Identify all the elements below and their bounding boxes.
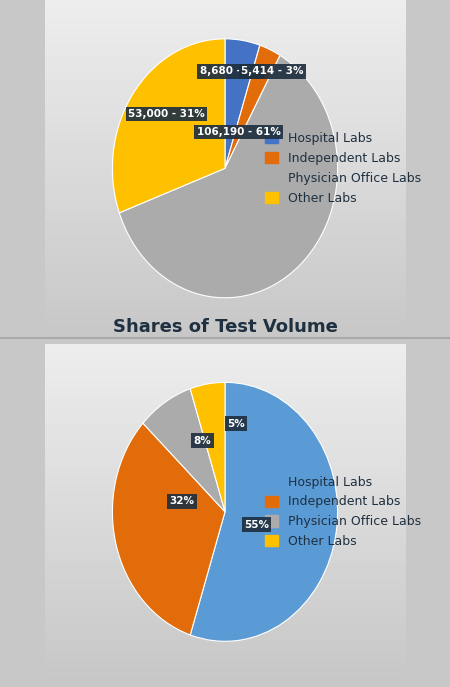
Text: 8%: 8% xyxy=(194,436,212,446)
Wedge shape xyxy=(112,423,225,635)
Legend: Hospital Labs, Independent Labs, Physician Office Labs, Other Labs: Hospital Labs, Independent Labs, Physici… xyxy=(260,471,426,553)
Text: 55%: 55% xyxy=(244,520,269,530)
Wedge shape xyxy=(143,389,225,512)
Wedge shape xyxy=(190,383,338,641)
Wedge shape xyxy=(225,39,260,168)
Wedge shape xyxy=(225,45,280,168)
Text: 32%: 32% xyxy=(170,497,195,506)
Text: 106,190 - 61%: 106,190 - 61% xyxy=(197,127,280,137)
Wedge shape xyxy=(112,39,225,213)
Wedge shape xyxy=(190,383,225,512)
Wedge shape xyxy=(119,56,338,297)
Text: 5%: 5% xyxy=(227,419,245,429)
Text: 8,680 - 5%: 8,680 - 5% xyxy=(199,66,262,76)
Text: 5,414 - 3%: 5,414 - 3% xyxy=(241,66,304,76)
Title: Shares of Test Volume: Shares of Test Volume xyxy=(112,318,338,337)
Text: 53,000 - 31%: 53,000 - 31% xyxy=(128,109,205,119)
Legend: Hospital Labs, Independent Labs, Physician Office Labs, Other Labs: Hospital Labs, Independent Labs, Physici… xyxy=(260,127,426,210)
